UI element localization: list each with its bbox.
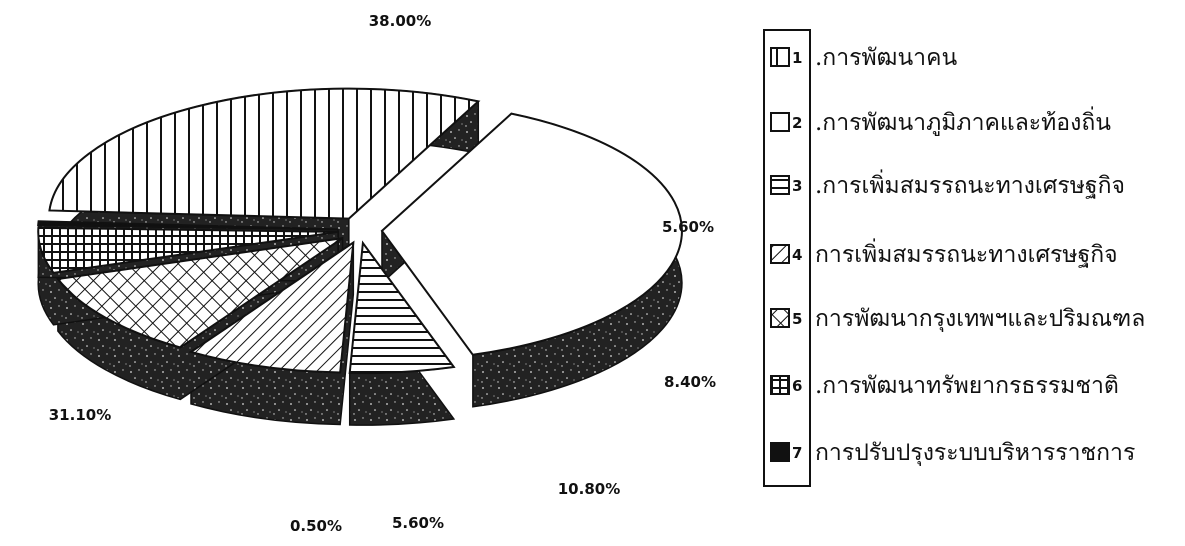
legend-swatch-5 [770, 308, 790, 328]
legend-number-3: 3 [792, 177, 802, 195]
legend-number-1: 1 [792, 49, 802, 67]
slice-4 [188, 240, 355, 374]
legend: 1 .การพัฒนาคน 2 .การพัฒนาภูมิภาคและท้องถิ่น… [763, 29, 1145, 487]
legend-frame [763, 29, 811, 487]
slice-label-6: 5.60% [392, 514, 444, 532]
legend-number-4: 4 [792, 246, 802, 264]
slice-label-3: 5.60% [662, 218, 714, 236]
legend-label-6: .การพัฒนาทรัพยากรธรรมชาติ [815, 373, 1119, 399]
slice-label-5: 10.80% [558, 480, 620, 498]
slice-2 [380, 112, 683, 356]
legend-label-7: การปรับปรุงระบบบริหารราชการ [815, 440, 1135, 466]
legend-swatch-7 [770, 442, 790, 462]
slice-5 [56, 237, 344, 349]
slice-6 [37, 226, 339, 274]
legend-swatch-4 [770, 244, 790, 264]
slice-7 [37, 220, 339, 231]
legend-label-5: การพัฒนากรุงเทพฯและปริมณฑล [815, 306, 1145, 332]
legend-number-2: 2 [792, 114, 802, 132]
slice-label-4: 8.40% [664, 373, 716, 391]
legend-label-4: การเพิ่มสมรรถนะทางเศรษฐกิจ [815, 238, 1118, 268]
legend-swatch-1 [770, 47, 790, 67]
legend-label-2: .การพัฒนาภูมิภาคและท้องถิ่น [815, 106, 1111, 136]
legend-label-1: .การพัฒนาคน [815, 45, 957, 71]
legend-swatch-6 [770, 375, 790, 395]
legend-swatch-2 [770, 112, 790, 132]
slice-label-2: 38.00% [369, 12, 431, 30]
slice-1 [48, 87, 481, 220]
legend-number-7: 7 [792, 444, 802, 462]
legend-number-5: 5 [792, 310, 802, 328]
legend-number-6: 6 [792, 377, 802, 395]
legend-swatch-3 [770, 175, 790, 195]
slice-3 [348, 240, 456, 375]
legend-label-3: .การเพิ่มสมรรถนะทางเศรษฐกิจ [815, 169, 1125, 199]
slice-tops [37, 87, 683, 375]
slice-label-1: 31.10% [49, 406, 111, 424]
legend-items: 1 .การพัฒนาคน 2 .การพัฒนาภูมิภาคและท้องถิ่น… [770, 45, 1145, 466]
slice-label-7: 0.50% [290, 517, 342, 535]
slice-value-labels: 31.10% 38.00% 5.60% 8.40% 10.80% 5.60% 0.50% [49, 12, 716, 535]
